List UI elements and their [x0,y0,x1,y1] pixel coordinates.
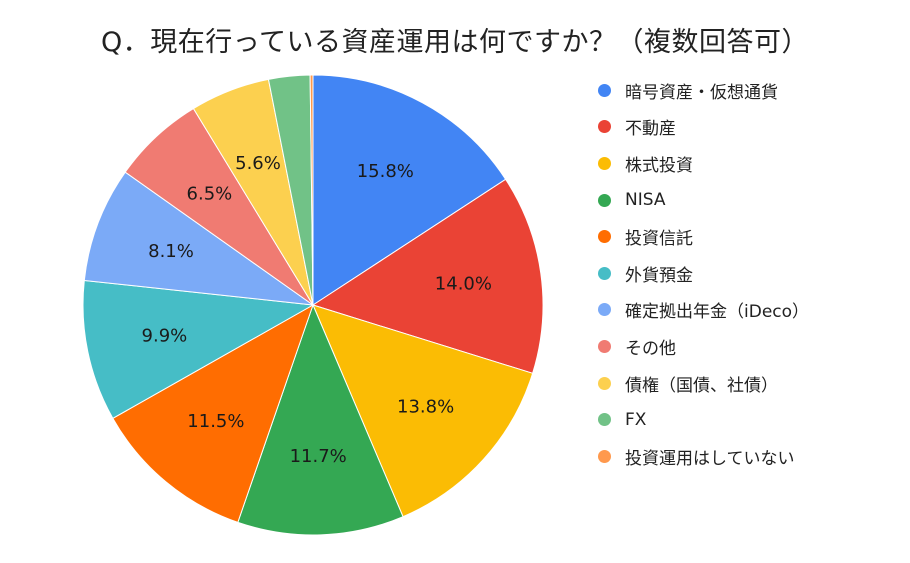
slice-label-5: 9.9% [142,325,188,346]
legend-label-1: 不動産 [625,119,676,140]
legend-label-7: その他 [625,338,676,359]
legend-item-2[interactable]: 株式投資 [598,145,809,182]
legend-label-4: 投資信託 [625,229,693,250]
legend-label-0: 暗号資産・仮想通貨 [625,82,778,103]
pie-slice-3[interactable] [237,303,404,536]
legend-item-9[interactable]: FX [598,401,809,438]
slice-label-6: 8.1% [148,241,194,262]
legend-swatch-7 [598,339,611,353]
slice-label-1: 14.0% [435,274,492,295]
legend-swatch-6 [598,303,611,317]
legend-label-10: 投資運用はしていない [625,448,795,469]
legend-label-9: FX [625,409,647,430]
pie-slice-labels: 15.8% 14.0% 13.8% 11.7% 11.5% 9.9% 8.1% 6.5%5.6… [142,153,492,467]
legend-swatch-4 [598,230,611,244]
legend-item-5[interactable]: 外貨預金 [598,255,809,292]
legend-swatch-9 [598,413,611,427]
legend-swatch-3 [598,193,611,207]
legend-label-2: 株式投資 [625,155,693,176]
legend-swatch-0 [598,83,611,97]
legend-label-6: 確定拠出年金（iDeco） [625,302,810,323]
pie-slice-1[interactable] [311,178,544,374]
legend-label-5: 外貨預金 [625,265,693,286]
pie-slices [82,74,544,536]
pie-slice-0[interactable] [312,74,507,306]
chart-legend: 暗号資産・仮想通貨 不動産株式投資 NISA 投資信託外貨預金確定拠出年金（iDeco… [598,72,809,475]
legend-item-7[interactable]: その他 [598,328,809,365]
legend-label-3: NISA [625,190,666,211]
legend-item-3[interactable]: NISA [598,182,809,219]
legend-swatch-1 [598,120,611,134]
legend-swatch-10 [598,449,611,463]
legend-swatch-2 [598,156,611,170]
legend-item-4[interactable]: 投資信託 [598,218,809,255]
legend-swatch-5 [598,266,611,280]
legend-item-10[interactable]: 投資運用はしていない [598,438,809,475]
legend-item-6[interactable]: 確定拠出年金（iDeco） [598,292,809,329]
legend-item-0[interactable]: 暗号資産・仮想通貨 [598,72,809,109]
pie-slice-2[interactable] [312,304,534,518]
chart-title: Q．現在行っている資産運用は何ですか？（複数回答可） [101,27,809,58]
pie-slice-10[interactable] [309,74,314,306]
slice-label-8: 5.6% [235,153,281,174]
pie-slice-5[interactable] [82,279,315,420]
slice-label-0: 15.8% [357,161,414,182]
pie-slice-4[interactable] [112,303,314,523]
legend-item-1[interactable]: 不動産 [598,109,809,146]
slice-label-3: 11.7% [290,446,347,467]
legend-label-8: 債権（国債、社債） [625,375,778,396]
slice-label-7: 6.5% [187,184,233,205]
legend-item-8[interactable]: 債権（国債、社債） [598,365,809,402]
slice-label-2: 13.8% [397,396,454,417]
slice-label-4: 11.5% [187,411,244,432]
pie-slice-6[interactable] [83,171,315,306]
legend-swatch-8 [598,376,611,390]
